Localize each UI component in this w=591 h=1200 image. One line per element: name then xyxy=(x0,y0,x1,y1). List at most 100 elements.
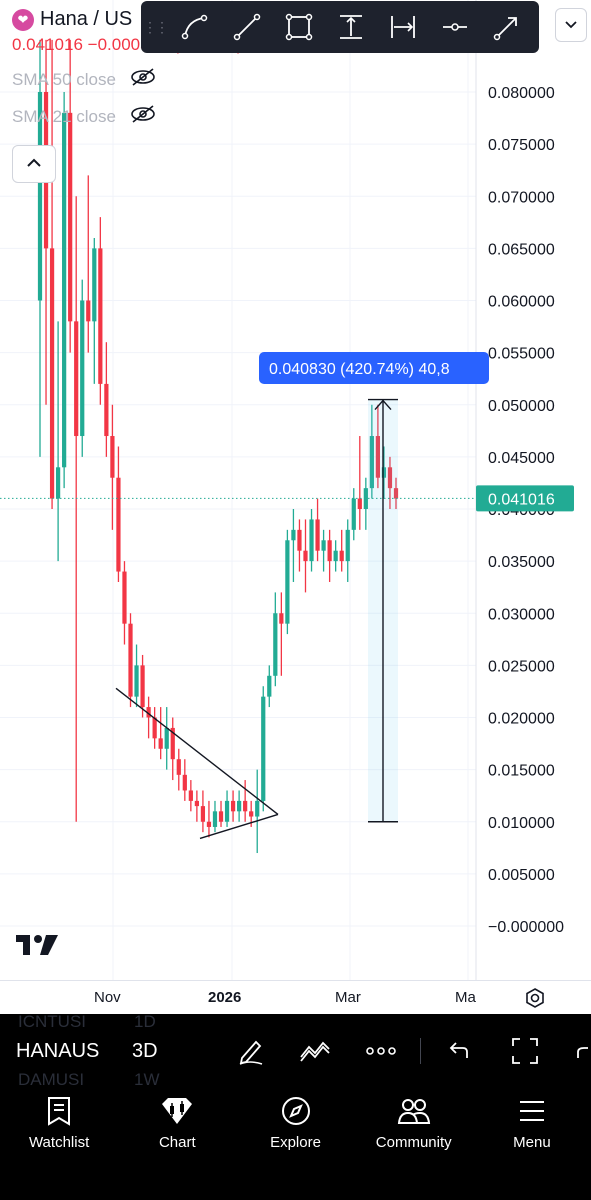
pen-icon[interactable] xyxy=(234,1036,268,1066)
price-tick-label: 0.055000 xyxy=(488,346,555,363)
drag-handle-icon[interactable]: ⋮⋮ xyxy=(143,18,169,35)
symbol-toolbar: ICNTUSI 1D HANAUS 3D DAMUSI 1W xyxy=(0,1014,591,1086)
candle-body xyxy=(345,529,350,562)
undo-icon[interactable] xyxy=(442,1036,476,1066)
fullscreen-icon[interactable] xyxy=(508,1036,542,1066)
eye-off-icon[interactable] xyxy=(130,67,156,92)
date-range-icon[interactable] xyxy=(377,1,429,53)
next-symbol-ghost: DAMUSI xyxy=(18,1070,85,1086)
candle-body xyxy=(255,800,260,817)
time-label-2026: 2026 xyxy=(208,989,242,1006)
candle-body xyxy=(243,800,248,812)
nav-label: Explore xyxy=(270,1134,321,1151)
candle-body xyxy=(55,467,61,499)
toolbar-divider xyxy=(420,1038,421,1064)
candle-body xyxy=(116,477,121,572)
chart-icon xyxy=(160,1096,194,1126)
community-icon xyxy=(397,1096,431,1126)
candle-body xyxy=(375,436,381,478)
candle-body xyxy=(309,519,314,562)
chart-settings-icon[interactable] xyxy=(524,987,546,1014)
time-axis[interactable]: Nov 2026 Mar Ma xyxy=(0,980,591,1015)
price-tick-label: 0.010000 xyxy=(488,815,555,832)
price-range-icon[interactable] xyxy=(325,1,377,53)
candle-body xyxy=(62,112,67,468)
price-tick-label: 0.030000 xyxy=(488,606,555,623)
candle-body xyxy=(68,112,73,322)
indicator-sma50[interactable]: SMA 50 close xyxy=(12,67,243,92)
candle-body xyxy=(140,665,145,708)
nav-community[interactable]: Community xyxy=(355,1086,473,1200)
candle-body xyxy=(339,550,344,562)
candle-body xyxy=(369,436,374,489)
prev-symbol-ghost: ICNTUSI xyxy=(18,1014,86,1031)
candle-body xyxy=(387,467,393,489)
collapse-legend-button[interactable] xyxy=(12,145,56,183)
hana-logo-icon: ❤ xyxy=(12,8,34,31)
price-tick-label: −0.000000 xyxy=(488,919,564,936)
candle-body xyxy=(200,806,206,822)
candle-body xyxy=(351,498,356,530)
arrow-icon[interactable] xyxy=(481,1,533,53)
eye-off-icon[interactable] xyxy=(130,104,156,129)
chart-area[interactable]: 0.080000 0.075000 0.070000 0.065000 0.060000… xyxy=(0,0,591,980)
drawing-toolbar: ⋮⋮ xyxy=(141,1,539,53)
symbol-dropdown-button[interactable] xyxy=(555,8,587,42)
candle-body xyxy=(110,436,115,478)
nav-label: Watchlist xyxy=(28,1134,90,1151)
nav-watchlist[interactable]: Watchlist xyxy=(0,1086,118,1200)
candle-body xyxy=(393,488,399,499)
current-timeframe[interactable]: 3D xyxy=(132,1040,158,1062)
current-symbol[interactable]: HANAUS xyxy=(16,1040,100,1062)
indicator-sma21[interactable]: SMA 21 close xyxy=(12,104,243,129)
candle-body xyxy=(194,800,199,807)
curve-tool-icon[interactable] xyxy=(169,1,221,53)
price-tick-label: 0.025000 xyxy=(488,658,555,675)
chevron-down-icon xyxy=(565,18,577,32)
more-options-icon[interactable] xyxy=(364,1036,398,1066)
nav-label: Chart xyxy=(158,1134,196,1151)
indicator-label: SMA 21 close xyxy=(12,106,116,126)
candle-body xyxy=(92,248,97,322)
candle-body xyxy=(212,811,218,827)
candle-body xyxy=(170,727,175,760)
nav-explore[interactable]: Explore xyxy=(236,1086,354,1200)
candle-body xyxy=(303,550,308,562)
measure-label: 0.040830 (420.74%) 40,8 xyxy=(269,361,450,378)
candle-body xyxy=(49,248,55,499)
indicators-icon[interactable] xyxy=(298,1036,332,1066)
candle-body xyxy=(104,383,109,437)
rectangle-icon[interactable] xyxy=(273,1,325,53)
tradingview-logo-icon[interactable] xyxy=(16,935,58,961)
indicator-label: SMA 50 close xyxy=(12,69,116,89)
measure-arrow-head xyxy=(374,399,392,411)
symbol-title[interactable]: Hana / US xyxy=(40,8,133,30)
candle-body xyxy=(128,623,133,697)
horizontal-ray-icon[interactable] xyxy=(429,1,481,53)
price-chart[interactable]: 0.080000 0.075000 0.070000 0.065000 0.060000… xyxy=(0,0,591,980)
measure-label-bg xyxy=(259,352,489,384)
candle-body xyxy=(224,800,230,822)
redo-icon[interactable] xyxy=(572,1036,591,1066)
candle-body xyxy=(188,790,193,801)
nav-chart[interactable]: Chart xyxy=(118,1086,236,1200)
candle-body xyxy=(134,665,139,697)
watchlist-icon xyxy=(46,1096,72,1126)
candle-body xyxy=(237,800,242,812)
candle-body xyxy=(279,613,284,624)
price-tick-label: 0.015000 xyxy=(488,763,555,780)
last-price-tag xyxy=(476,485,574,512)
candle-body xyxy=(176,759,181,775)
triangle-upper-line xyxy=(115,687,279,816)
price-tick-label: 0.065000 xyxy=(488,241,555,258)
nav-label: Community xyxy=(375,1134,452,1151)
candle-body xyxy=(297,529,302,551)
nav-menu[interactable]: Menu xyxy=(473,1086,591,1200)
trend-line-icon[interactable] xyxy=(221,1,273,53)
time-label-nov: Nov xyxy=(94,989,121,1006)
candle-body xyxy=(37,92,43,301)
candle-body xyxy=(381,467,387,478)
price-tick-label: 0.005000 xyxy=(488,867,555,884)
nav-label: Menu xyxy=(513,1134,551,1151)
price-tick-label: 0.020000 xyxy=(488,711,555,728)
